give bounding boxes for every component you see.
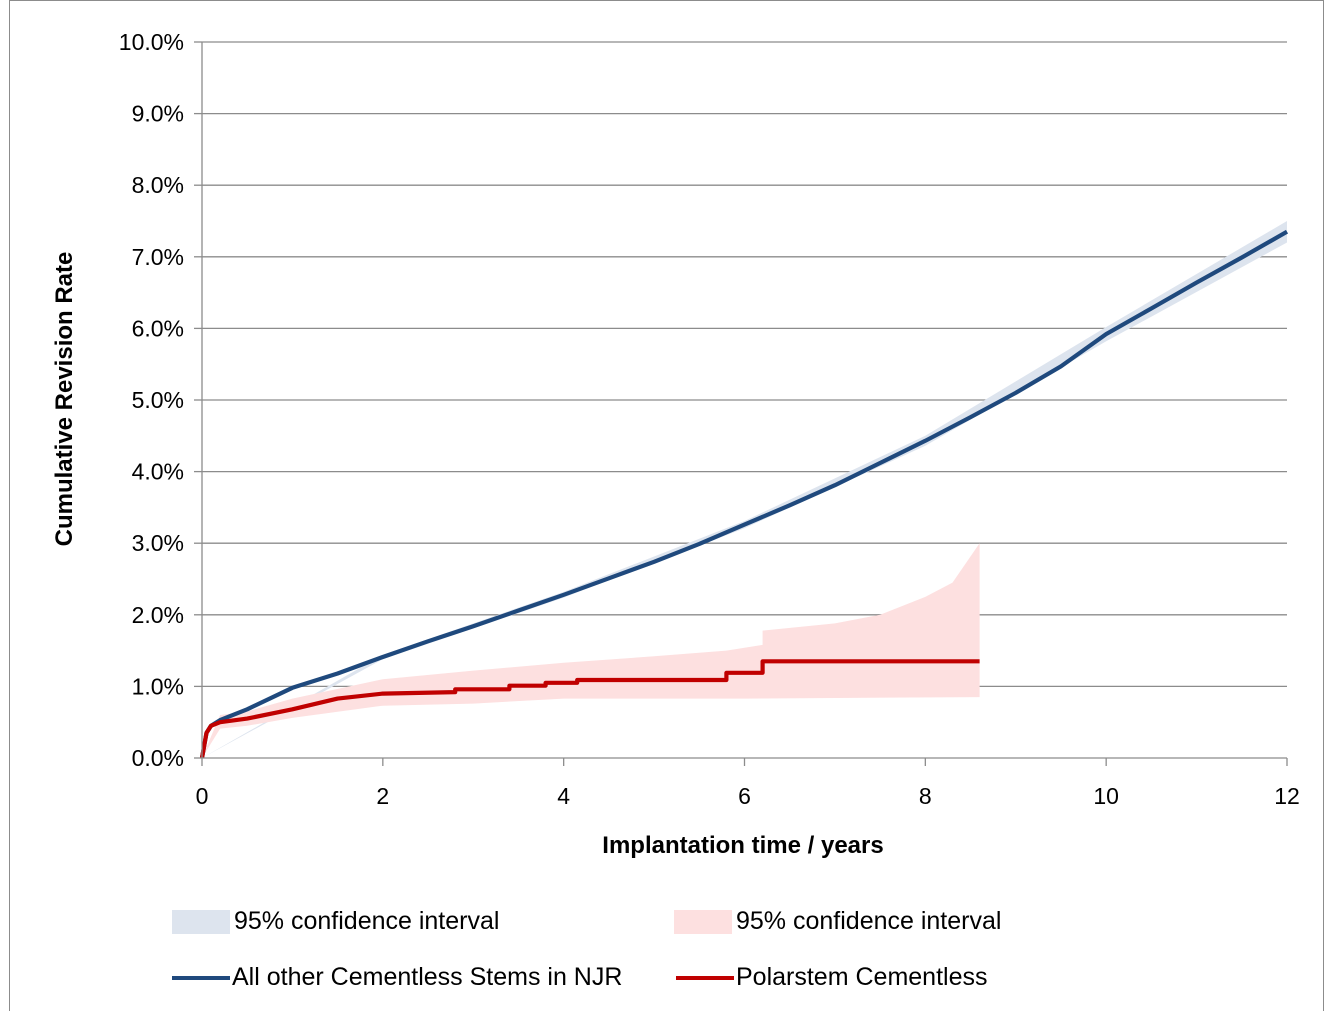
y-tick-label: 6.0% (132, 315, 184, 341)
ci-band-polarstem (202, 543, 980, 758)
confidence-bands (202, 221, 1287, 758)
legend-swatch-polarstem (676, 975, 734, 980)
y-tick-label: 3.0% (132, 530, 184, 556)
legend-label-all-other: All other Cementless Stems in NJR (232, 963, 623, 991)
y-axis-title: Cumulative Revision Rate (51, 252, 78, 547)
y-tick-label: 9.0% (132, 101, 184, 127)
series-line-all-other (199, 229, 1289, 759)
x-tick-label: 6 (738, 783, 751, 809)
legend-label-ci-polarstem: 95% confidence interval (736, 907, 1002, 935)
legend-all-other: All other Cementless Stems in NJR (172, 963, 622, 992)
x-tick-label: 4 (557, 783, 570, 809)
x-tick-label: 2 (376, 783, 389, 809)
y-tick-label: 7.0% (132, 244, 184, 270)
chart-canvas: 0.0% 1.0% 2.0% 3.0% 4.0% 5.0% 6.0% 7.0% 8.0% 9.0%… (51, 29, 1300, 859)
legend-swatch-ci-polarstem (674, 909, 732, 934)
y-tick-label: 0.0% (132, 745, 184, 771)
legend-label-polarstem: Polarstem Cementless (736, 963, 988, 991)
legend-swatch-all-other (172, 975, 230, 980)
chart-frame: 0.0% 1.0% 2.0% 3.0% 4.0% 5.0% 6.0% 7.0% 8.0% 9.0%… (9, 0, 1324, 1011)
x-tick-labels: 0 2 4 6 8 10 12 (196, 783, 1300, 809)
y-tick-label: 1.0% (132, 673, 184, 699)
x-tick-label: 0 (196, 783, 209, 809)
x-tick-label: 10 (1093, 783, 1119, 809)
x-tick-label: 8 (919, 783, 932, 809)
axes (194, 41, 1288, 766)
legend-ci-polarstem: 95% confidence interval (674, 907, 1001, 936)
ci-band-all-other (202, 221, 1287, 758)
y-tick-labels: 0.0% 1.0% 2.0% 3.0% 4.0% 5.0% 6.0% 7.0% 8.0% 9.0%… (119, 29, 184, 771)
series-line-polarstem (199, 659, 980, 759)
y-tick-label: 2.0% (132, 602, 184, 628)
series-lines (199, 229, 1289, 759)
gridlines (202, 41, 1287, 688)
legend-polarstem: Polarstem Cementless (676, 963, 987, 992)
x-tick-label: 12 (1274, 783, 1300, 809)
y-tick-label: 5.0% (132, 387, 184, 413)
legend-label-ci-all-other: 95% confidence interval (234, 907, 500, 935)
x-axis-title: Implantation time / years (602, 832, 883, 859)
legend-ci-all-other: 95% confidence interval (172, 907, 499, 936)
legend-swatch-ci-all-other (172, 909, 230, 934)
y-tick-label: 8.0% (132, 172, 184, 198)
y-tick-label: 10.0% (119, 29, 184, 55)
y-tick-label: 4.0% (132, 459, 184, 485)
